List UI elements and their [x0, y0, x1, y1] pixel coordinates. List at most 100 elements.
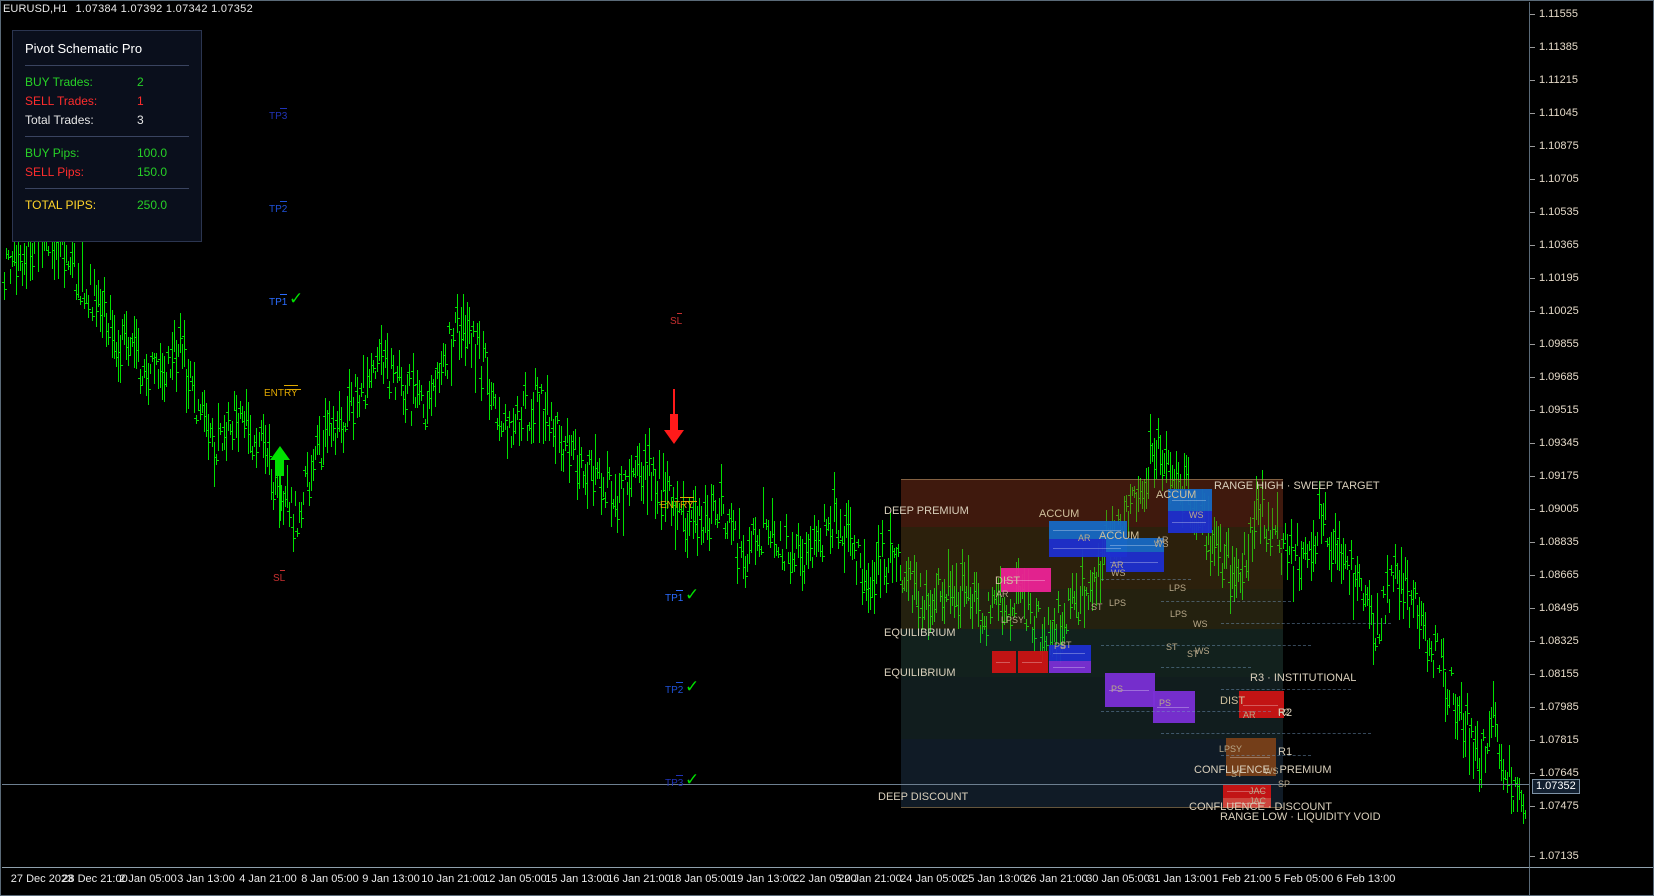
- phase-box-accum: [1168, 489, 1212, 511]
- bar-open-tick: [1441, 655, 1443, 657]
- price-bar: [1515, 776, 1516, 787]
- panel-row-label: BUY Trades:: [25, 75, 93, 89]
- price-bar: [1078, 612, 1079, 626]
- price-tick-label: 1.07135: [1539, 850, 1579, 862]
- price-bar: [647, 465, 648, 515]
- bar-close-tick: [1039, 607, 1041, 609]
- price-bar: [176, 340, 177, 392]
- bar-close-tick: [270, 455, 272, 457]
- bar-open-tick: [431, 383, 433, 385]
- price-bar: [782, 549, 783, 571]
- bar-close-tick: [698, 537, 700, 539]
- price-bar: [10, 268, 11, 285]
- price-bar: [1507, 771, 1508, 793]
- bar-open-tick: [1453, 709, 1455, 711]
- bar-close-tick: [1255, 530, 1257, 532]
- price-bar: [697, 506, 698, 557]
- bar-open-tick: [1309, 548, 1311, 550]
- bar-open-tick: [1317, 494, 1319, 496]
- price-bar: [281, 484, 282, 511]
- bar-close-tick: [526, 395, 528, 397]
- price-bar: [774, 521, 775, 558]
- bar-open-tick: [226, 412, 228, 414]
- bar-close-tick: [470, 329, 472, 331]
- bar-close-tick: [522, 428, 524, 430]
- bar-open-tick: [912, 570, 914, 572]
- price-bar: [904, 576, 905, 592]
- bar-open-tick: [315, 435, 317, 437]
- price-bar: [535, 367, 536, 391]
- price-bar: [858, 539, 859, 549]
- price-bar: [1206, 536, 1207, 560]
- price-bar: [194, 362, 195, 414]
- price-bar: [1289, 545, 1290, 556]
- price-bar: [659, 449, 660, 479]
- marker-overline: [284, 385, 298, 386]
- price-bar: [208, 414, 209, 460]
- bar-open-tick: [1224, 544, 1226, 546]
- price-bar: [240, 401, 241, 420]
- price-bar: [1377, 593, 1378, 635]
- bar-close-tick: [245, 427, 247, 429]
- price-bar: [780, 521, 781, 541]
- bar-open-tick: [439, 362, 441, 364]
- bar-open-tick: [1128, 494, 1130, 496]
- price-bar: [1357, 556, 1358, 602]
- bar-open-tick: [214, 457, 216, 459]
- price-tick: 1.07135: [1530, 850, 1579, 862]
- bar-close-tick: [1432, 654, 1434, 656]
- price-tick: 1.07985: [1530, 701, 1579, 713]
- zone-label: CONFLUENCE · PREMIUM: [1194, 764, 1332, 776]
- price-bar: [1417, 604, 1418, 630]
- phase-mid-line: [1005, 580, 1045, 581]
- price-bar: [814, 515, 815, 556]
- bar-close-tick: [229, 419, 231, 421]
- bar-open-tick: [1148, 431, 1150, 433]
- structure-tag-ws: WS: [1189, 510, 1204, 520]
- bar-open-tick: [391, 365, 393, 367]
- price-bar: [966, 586, 967, 605]
- price-bar: [1409, 607, 1410, 628]
- price-bar: [439, 364, 440, 393]
- bar-open-tick: [1144, 482, 1146, 484]
- price-bar: [293, 514, 294, 553]
- bar-open-tick: [126, 347, 128, 349]
- price-bar: [190, 361, 191, 379]
- price-bar: [1359, 563, 1360, 588]
- bar-open-tick: [1164, 449, 1166, 451]
- price-bar: [1429, 638, 1430, 656]
- price-bar: [228, 402, 229, 431]
- price-bar: [206, 402, 207, 437]
- bar-open-tick: [1132, 490, 1134, 492]
- time-tick-label: 30 Jan 05:00: [1086, 873, 1150, 885]
- bar-close-tick: [1508, 784, 1510, 786]
- price-scale[interactable]: 1.07352 1.11555 1.11385 1.11215 1.11045 1.10…: [1529, 2, 1653, 867]
- price-bar: [1170, 452, 1171, 505]
- chart-plot-area[interactable]: ACCUM ACCUM ACCUM DIST DIST AR WS AR WS WS AR LPS ST…: [2, 18, 1529, 867]
- price-bar: [1449, 690, 1450, 708]
- structure-tag-ws: WS: [1154, 539, 1169, 549]
- bar-open-tick: [94, 299, 96, 301]
- bar-open-tick: [1313, 545, 1315, 547]
- bar-open-tick: [287, 510, 289, 512]
- price-bar: [22, 263, 23, 287]
- price-bar: [192, 375, 193, 392]
- bar-open-tick: [1140, 490, 1142, 492]
- price-tick-label: 1.09855: [1539, 338, 1579, 350]
- price-bar: [1473, 741, 1474, 780]
- price-bar: [934, 587, 935, 623]
- price-bar: [1134, 486, 1135, 498]
- bar-close-tick: [1047, 645, 1049, 647]
- bar-open-tick: [142, 365, 144, 367]
- bar-open-tick: [1076, 616, 1078, 618]
- bar-open-tick: [1357, 571, 1359, 573]
- price-bar: [553, 418, 554, 447]
- bar-open-tick: [804, 543, 806, 545]
- structure-tag-ws: WS: [1193, 619, 1208, 629]
- time-scale[interactable]: 27 Dec 2023 28 Dec 21:00 2 Jan 05:00 3 Jan …: [2, 867, 1529, 895]
- current-price-line: [2, 784, 1529, 785]
- bar-open-tick: [1429, 648, 1431, 650]
- price-bar: [796, 533, 797, 550]
- price-tick-label: 1.09515: [1539, 404, 1579, 416]
- price-bar: [808, 533, 809, 570]
